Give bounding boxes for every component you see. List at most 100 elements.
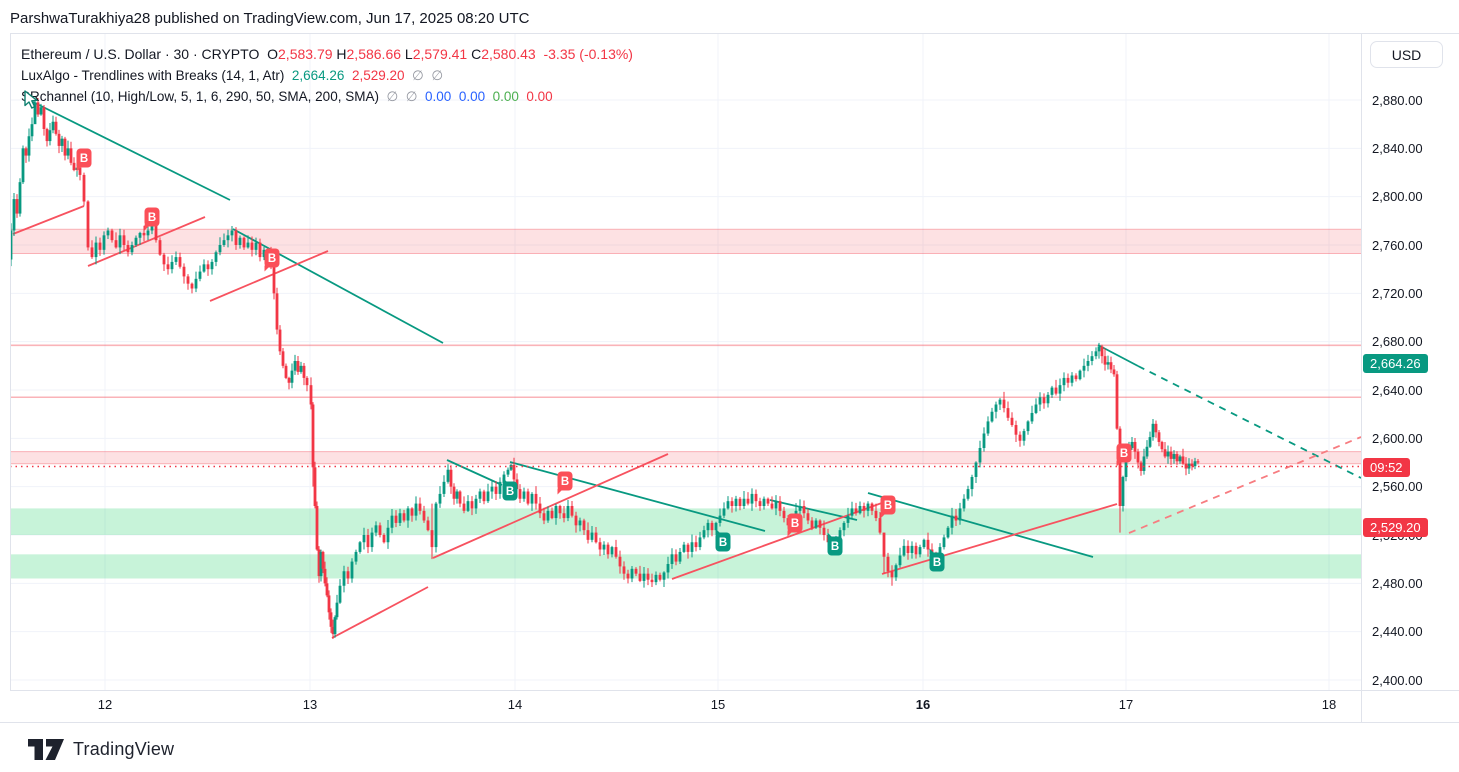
- candle-body: [230, 230, 234, 236]
- candle-body: [313, 467, 317, 506]
- candle-body: [509, 464, 513, 470]
- candle-body: [1062, 377, 1066, 386]
- candle-body: [182, 266, 186, 277]
- bearish-break-badge[interactable]: B: [1116, 443, 1132, 467]
- teal-trendline[interactable]: [32, 101, 231, 201]
- candle-body: [1160, 441, 1164, 450]
- candle-body: [18, 182, 22, 214]
- candle-body: [1124, 457, 1128, 477]
- candle-body: [1109, 362, 1113, 370]
- candle-body: [422, 510, 426, 521]
- candle-body: [150, 225, 154, 231]
- candle-body: [69, 148, 73, 163]
- tradingview-logo[interactable]: TradingView: [28, 739, 174, 760]
- candle-body: [910, 545, 914, 554]
- candle-body: [482, 491, 486, 502]
- candle-body: [1066, 377, 1070, 383]
- candle-body: [406, 508, 410, 521]
- candle-body: [850, 508, 854, 516]
- candle-body: [646, 573, 650, 580]
- candle-body: [398, 513, 402, 523]
- candle-body: [686, 544, 690, 552]
- bullish-break-badge[interactable]: B: [502, 477, 518, 501]
- candle-body: [1196, 461, 1200, 463]
- candle-body: [138, 232, 142, 238]
- candle-body: [331, 626, 335, 635]
- legend-segment: [398, 89, 406, 104]
- candle-body: [542, 513, 546, 521]
- bullish-break-badge[interactable]: B: [929, 548, 945, 572]
- teal-trendline[interactable]: [446, 459, 503, 486]
- teal-trendline[interactable]: [867, 492, 1094, 558]
- candle-body: [522, 491, 526, 499]
- candle-body: [290, 370, 294, 383]
- candle-body: [566, 506, 570, 519]
- red-trendline[interactable]: [881, 503, 1118, 575]
- red-trendline[interactable]: [671, 499, 891, 580]
- candle-body: [878, 518, 882, 533]
- legend-symbol-row[interactable]: Ethereum / U.S. Dollar · 30 · CRYPTO O2,…: [21, 44, 633, 65]
- candle-body: [474, 498, 478, 509]
- candle-body: [402, 513, 406, 521]
- candle-body: [694, 542, 698, 548]
- candle-body: [1074, 375, 1078, 380]
- red-trendline[interactable]: [209, 250, 329, 302]
- legend-segment: 2,579.41: [412, 46, 468, 62]
- legend-srchannel-row[interactable]: SRchannel (10, High/Low, 5, 1, 6, 290, 5…: [21, 86, 633, 107]
- teal-trendline[interactable]: [232, 228, 444, 344]
- legend-segment: Ethereum / U.S. Dollar · 30 · CRYPTO: [21, 46, 268, 62]
- red-trendline[interactable]: [12, 205, 85, 235]
- candle-body: [10, 230, 13, 260]
- candle-body: [906, 545, 910, 554]
- bullish-break-badge[interactable]: B: [827, 532, 843, 556]
- candle-body: [1097, 346, 1101, 352]
- candle-body: [358, 542, 362, 552]
- bearish-break-badge[interactable]: B: [76, 148, 92, 172]
- candle-body: [666, 564, 670, 573]
- candle-body: [842, 522, 846, 531]
- candle-body: [1106, 362, 1110, 365]
- candle-body: [414, 503, 418, 516]
- bearish-break-badge[interactable]: B: [787, 513, 803, 537]
- candle-body: [550, 510, 554, 519]
- candle-body: [275, 293, 279, 330]
- bullish-break-badge[interactable]: B: [715, 528, 731, 552]
- candle-body: [898, 555, 902, 566]
- bearish-break-badge[interactable]: B: [144, 207, 160, 231]
- candle-body: [54, 121, 58, 134]
- candle-body: [162, 254, 166, 265]
- candle-body: [986, 421, 990, 434]
- red-trendline[interactable]: [331, 586, 429, 639]
- candle-body: [293, 361, 297, 371]
- candle-body: [778, 501, 782, 511]
- candle-body: [366, 535, 370, 548]
- candle-body: [530, 493, 534, 504]
- legend-luxalgo-row[interactable]: LuxAlgo - Trendlines with Breaks (14, 1,…: [21, 65, 633, 86]
- candle-body: [512, 464, 516, 480]
- red-trendline[interactable]: [87, 216, 206, 267]
- bearish-break-badge[interactable]: B: [880, 495, 896, 519]
- projected-teal-trendline[interactable]: [1137, 365, 1361, 479]
- candle-body: [970, 477, 974, 490]
- candle-body: [626, 573, 630, 579]
- time-tick: 18: [1321, 697, 1337, 712]
- legend-segment: C: [467, 46, 482, 62]
- time-axis-bottom-border: [0, 722, 1459, 723]
- legend-segment: 2,529.20: [351, 68, 405, 83]
- candle-body: [994, 404, 998, 412]
- candle-body: [806, 513, 810, 521]
- candle-body: [382, 535, 386, 543]
- red-trendline[interactable]: [432, 453, 669, 559]
- projected-red-trendline[interactable]: [1128, 436, 1361, 534]
- candle-body: [146, 230, 150, 236]
- bearish-break-badge[interactable]: B: [264, 248, 280, 272]
- teal-trendline[interactable]: [509, 461, 766, 532]
- candle-body: [538, 503, 542, 514]
- candle-body: [299, 365, 303, 372]
- candle-body: [714, 522, 718, 531]
- candle-body: [582, 520, 586, 531]
- bearish-break-badge[interactable]: B: [557, 471, 573, 495]
- candle-body: [21, 148, 25, 183]
- currency-toggle-button[interactable]: USD: [1370, 41, 1443, 68]
